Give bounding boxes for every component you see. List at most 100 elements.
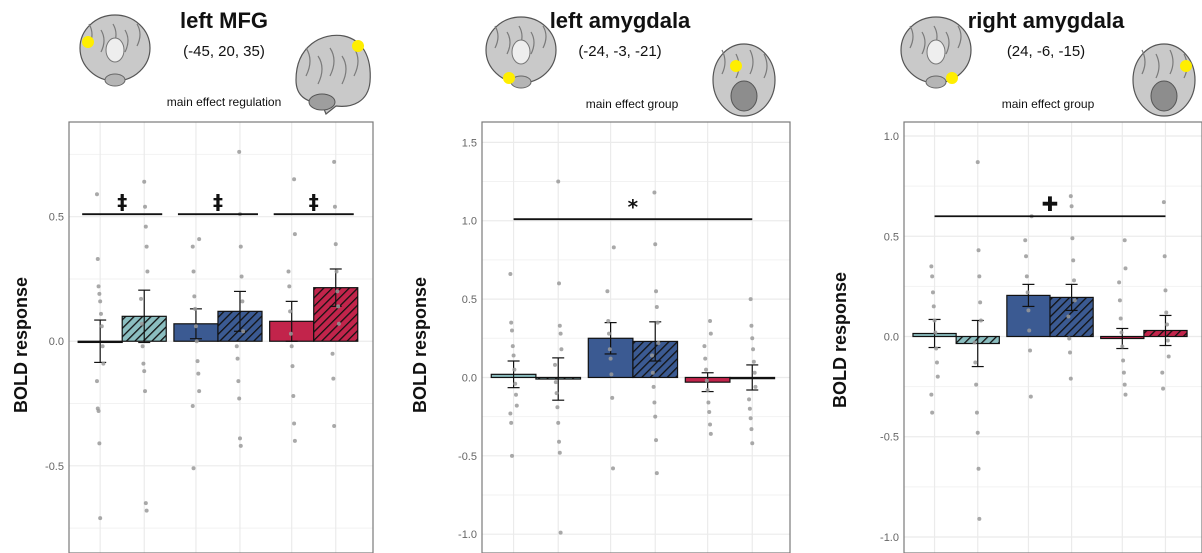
data-point [289, 344, 294, 349]
data-point [553, 380, 558, 385]
data-point [144, 508, 149, 513]
data-point [291, 394, 296, 399]
data-point [1117, 298, 1122, 303]
data-point [98, 299, 103, 304]
data-point [749, 427, 754, 432]
y-tick-label: -0.5 [880, 432, 899, 444]
brain-gyrus [341, 55, 347, 85]
data-point [143, 389, 148, 394]
data-point [330, 351, 335, 356]
data-point [556, 420, 561, 425]
panel-left-mfg: left MFG (-45, 20, 35) main effect regul… [11, 8, 374, 553]
data-point [609, 372, 614, 377]
panel-coordinates: (-24, -3, -21) [578, 43, 661, 60]
data-point [513, 381, 518, 386]
data-point [558, 530, 563, 535]
data-point [972, 340, 977, 345]
data-point [101, 361, 106, 366]
data-point [143, 204, 148, 209]
data-point [1161, 386, 1166, 391]
brain-cerebellum [308, 93, 336, 111]
data-point [190, 244, 195, 249]
panel-left-amygdala: left amygdala (-24, -3, -21) main effect… [410, 8, 791, 553]
brain-gyrus [530, 31, 535, 55]
data-point [292, 421, 297, 426]
data-point [555, 405, 560, 410]
brain-stem [104, 73, 126, 87]
brain-gyrus [957, 25, 962, 49]
panel-coordinates: (-45, 20, 35) [183, 43, 265, 60]
chart-area: -0.5 0.0 0.5 ‡ ‡ ‡ [45, 121, 374, 553]
data-point [605, 289, 610, 294]
data-point [747, 397, 752, 402]
chart-area: -1.0 -0.5 0.0 0.5 1.0 ✚ [880, 121, 1202, 553]
data-point [98, 311, 103, 316]
data-point [705, 388, 710, 393]
data-point [333, 242, 338, 247]
data-point [290, 364, 295, 369]
y-tick-label: 0.0 [884, 331, 899, 343]
y-axis-label: BOLD response [11, 277, 31, 413]
data-point [191, 269, 196, 274]
brain-ventricle [926, 39, 946, 65]
y-tick-label: 0.5 [884, 231, 899, 243]
data-point [288, 309, 293, 314]
data-point [143, 501, 148, 506]
data-point [1071, 258, 1076, 263]
data-point [97, 441, 102, 446]
data-point [1123, 392, 1128, 397]
data-point [607, 331, 612, 336]
data-point [1023, 238, 1028, 243]
y-tick-label: -0.5 [45, 461, 64, 473]
panel-title: left MFG [180, 8, 268, 33]
data-point [554, 391, 559, 396]
data-point [94, 192, 99, 197]
data-point [708, 422, 713, 427]
data-point [655, 320, 660, 325]
data-point [98, 516, 103, 521]
brain-outline [1132, 43, 1196, 117]
data-point [237, 436, 242, 441]
panel-title: left amygdala [550, 8, 691, 33]
data-point [509, 320, 514, 325]
brain-ventricle [511, 39, 531, 65]
panel-border [68, 121, 374, 553]
data-point [702, 344, 707, 349]
brain-gyrus [305, 47, 311, 77]
data-point [96, 408, 101, 413]
data-point [236, 379, 241, 384]
data-point [559, 347, 564, 352]
data-point [292, 438, 297, 443]
data-point [1028, 348, 1033, 353]
data-point [1122, 238, 1127, 243]
data-point [238, 443, 243, 448]
panel-right-amygdala: right amygdala (24, -6, -15) main effect… [830, 8, 1202, 553]
data-point [197, 237, 202, 242]
data-point [190, 404, 195, 409]
data-point [654, 304, 659, 309]
brain-sagittal-view [295, 34, 371, 115]
data-point [749, 323, 754, 328]
data-point [703, 356, 708, 361]
y-tick-label: 0.5 [462, 294, 477, 306]
data-point [100, 344, 105, 349]
data-point [97, 291, 102, 296]
panel-effect-label: main effect group [586, 97, 679, 111]
significance-marker: ‡ [309, 190, 319, 214]
data-point [977, 516, 982, 521]
brain-gyrus [763, 53, 768, 79]
brain-gyrus [494, 25, 499, 49]
data-point [1026, 308, 1031, 313]
brain-gyrus [945, 31, 950, 55]
data-point [557, 439, 562, 444]
data-point [508, 411, 513, 416]
brain-gyrus [100, 29, 105, 53]
data-point [96, 284, 101, 289]
data-point [650, 353, 655, 358]
data-point [334, 269, 339, 274]
data-point [193, 324, 198, 329]
panel-border [903, 121, 1202, 553]
data-point [509, 453, 514, 458]
data-point [704, 378, 709, 383]
